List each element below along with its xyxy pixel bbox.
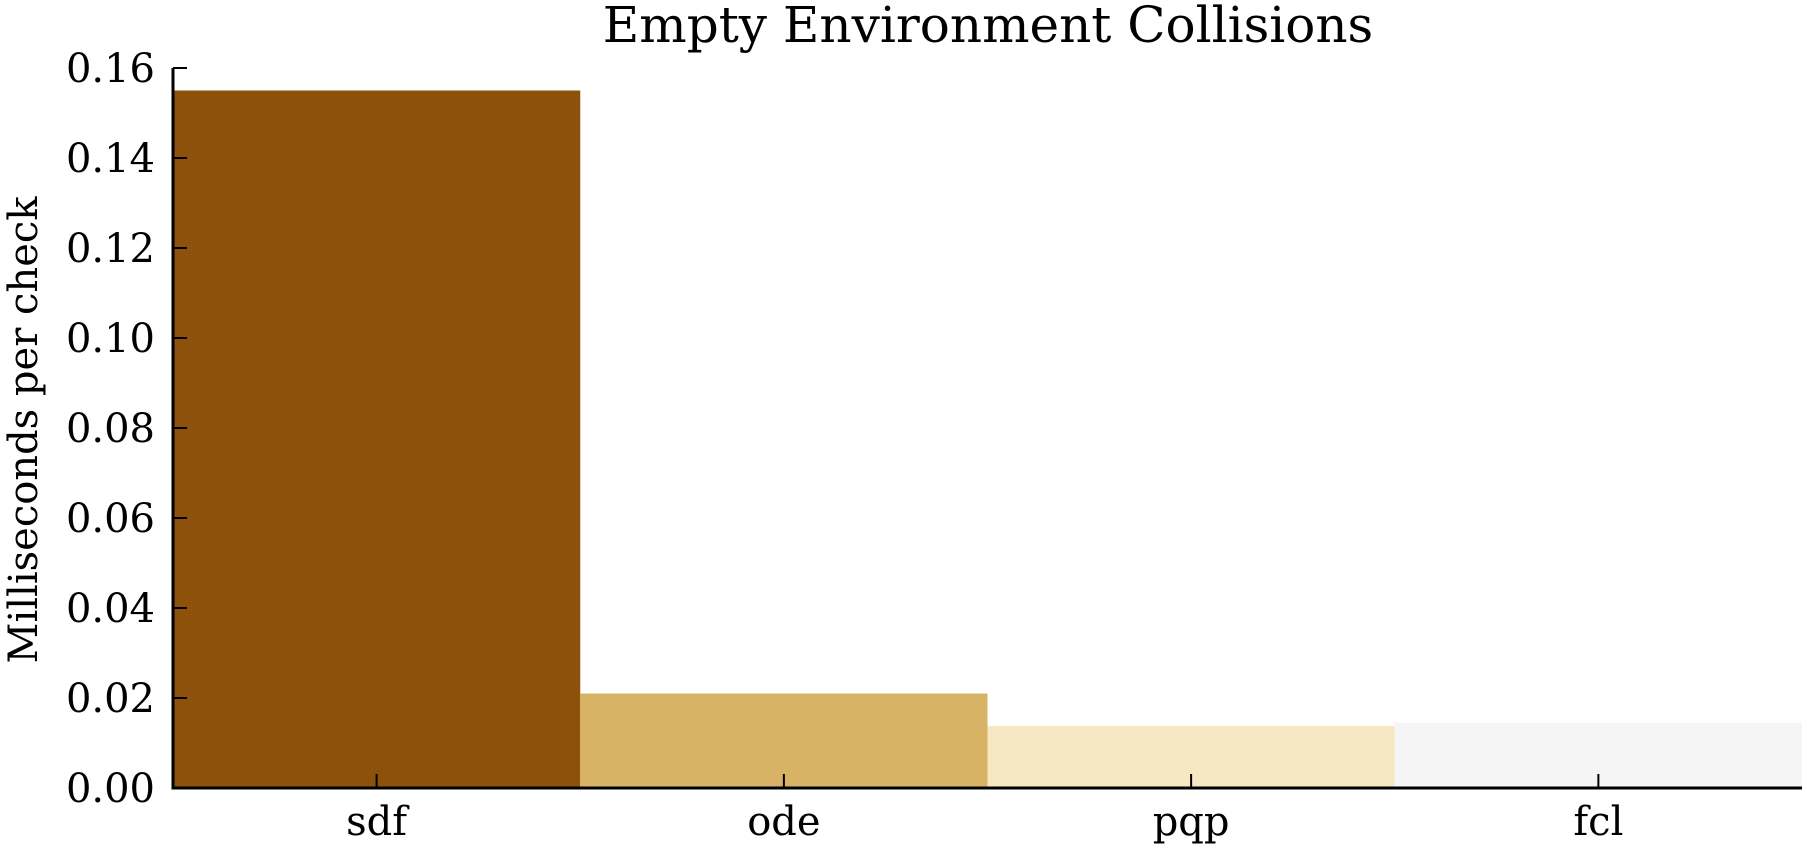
y-tick-label: 0.08 [66,406,155,452]
x-tick-label-fcl: fcl [1573,799,1623,845]
y-tick-label: 0.04 [66,586,155,632]
y-tick-label: 0.00 [66,766,155,812]
bar-sdf [173,90,581,788]
y-tick-label: 0.12 [66,226,155,272]
bar-ode [580,693,988,788]
x-tick-label-sdf: sdf [346,799,410,845]
chart-title: Empty Environment Collisions [603,0,1373,54]
y-tick-label: 0.06 [66,496,155,542]
x-tick-label-ode: ode [747,799,820,845]
x-tick-label-pqp: pqp [1153,799,1230,845]
y-tick-label: 0.10 [66,316,155,362]
y-tick-label: 0.14 [66,136,155,182]
y-axis-label: Milliseconds per check [1,196,47,664]
x-ticks-group: sdf ode pqp fcl [346,774,1623,845]
y-ticks-group: 0.00 0.02 0.04 0.06 0.08 0.10 0.12 0.14 0.16 [66,46,187,812]
bars-group [173,90,1802,788]
y-tick-label: 0.02 [66,676,155,722]
y-tick-label: 0.16 [66,46,155,92]
